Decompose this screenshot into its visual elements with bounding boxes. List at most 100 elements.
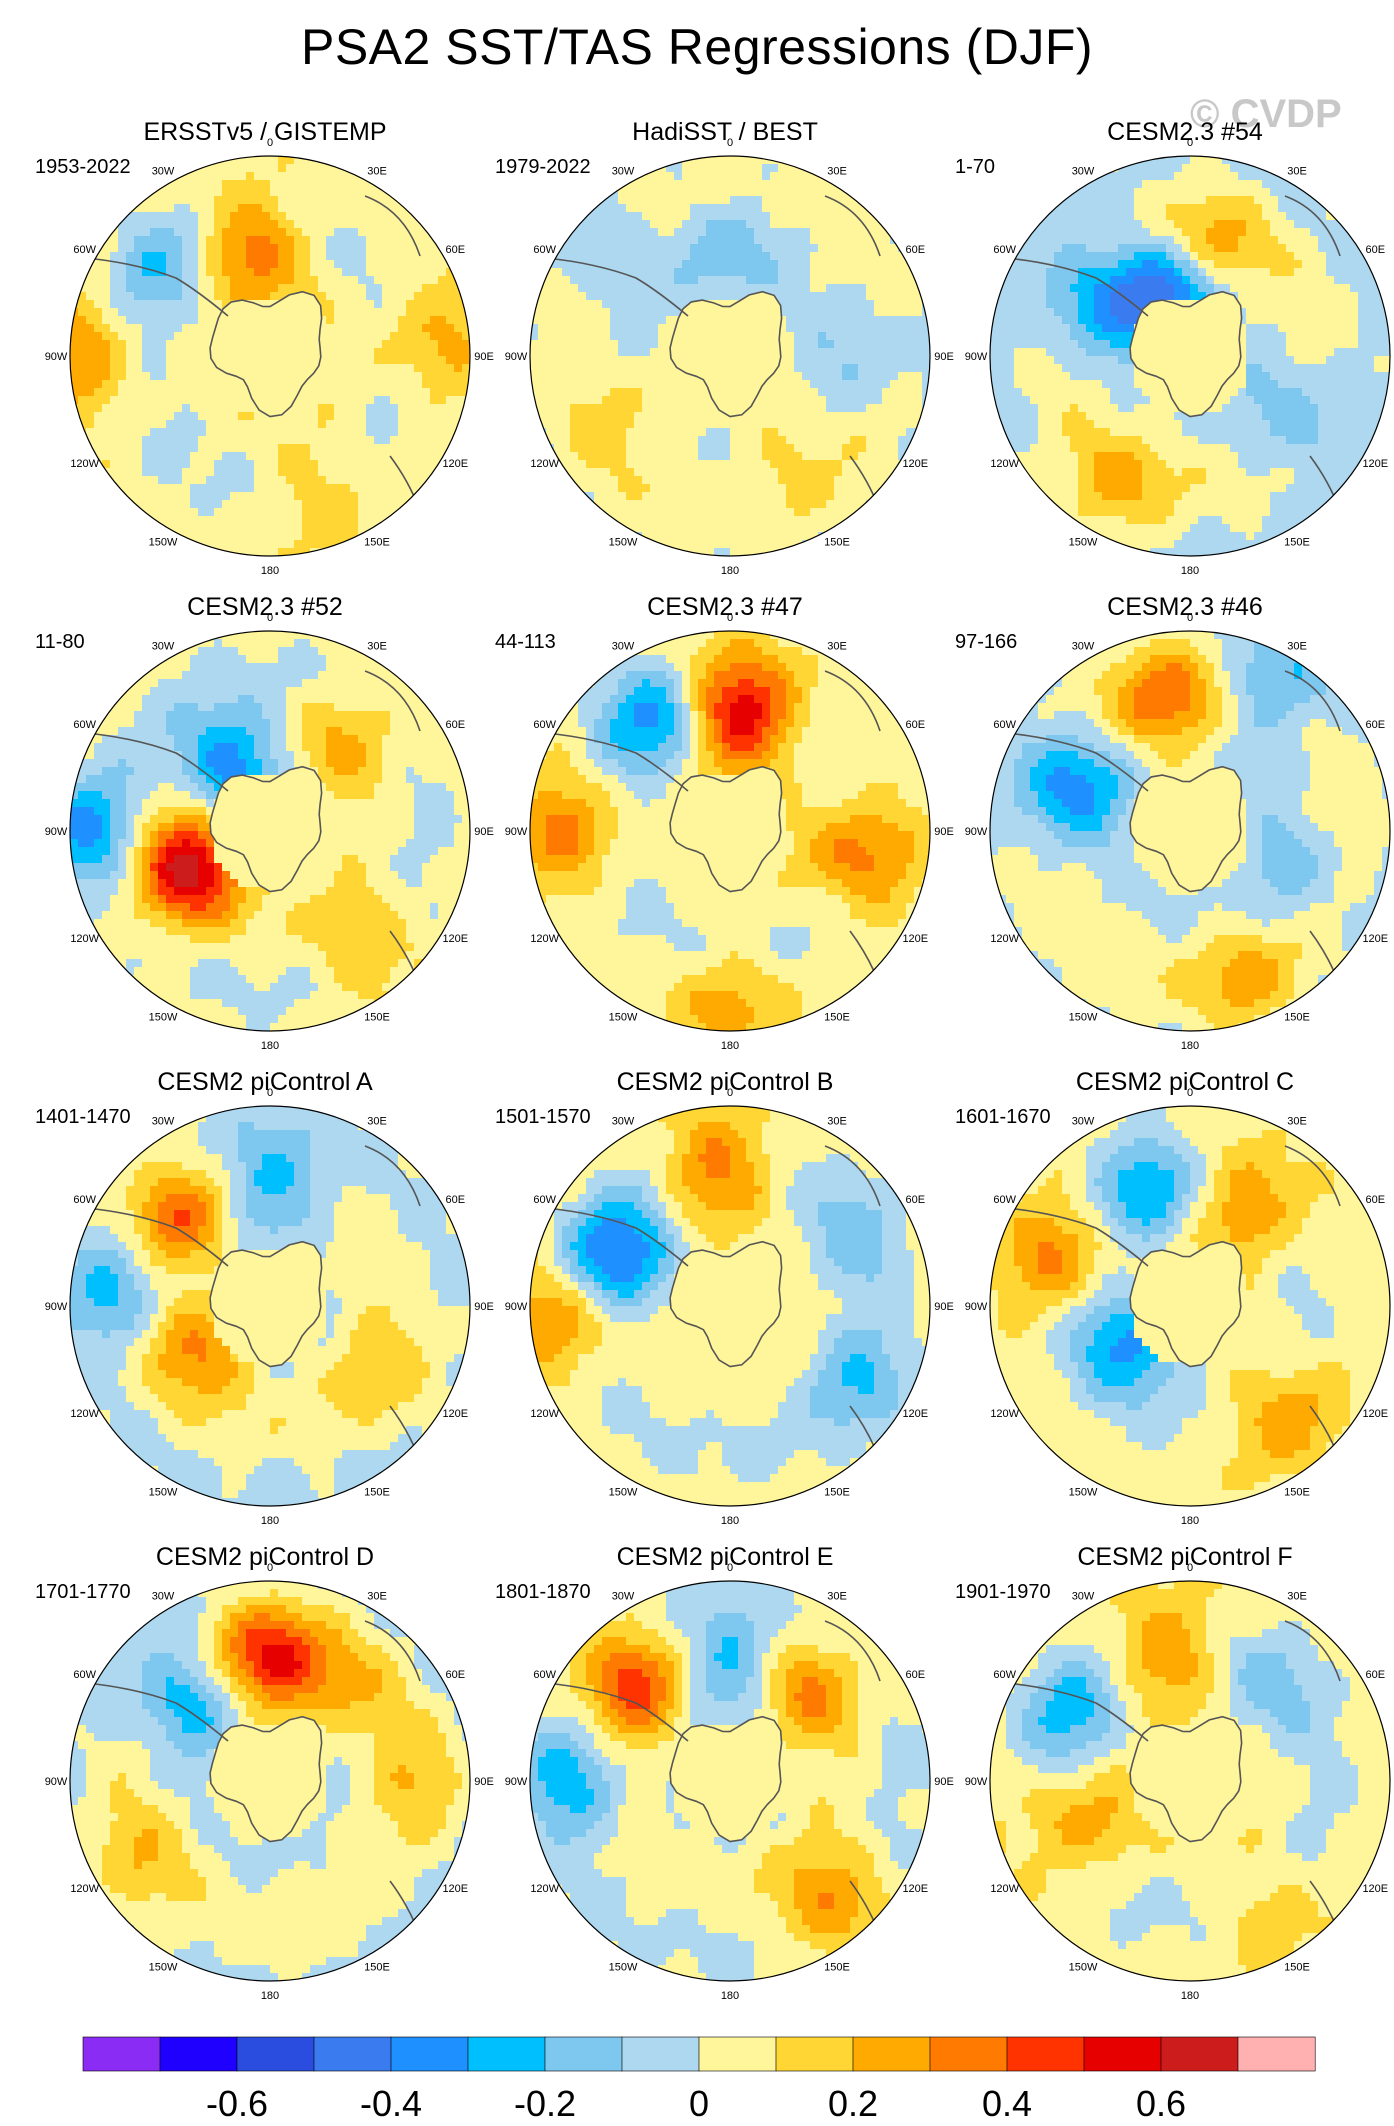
- antarctica-outline: [209, 1240, 323, 1368]
- africa-coast: [824, 670, 881, 732]
- panel-title: CESM2.3 #52: [35, 593, 495, 622]
- longitude-label: 150W: [1069, 1486, 1098, 1498]
- longitude-label: 150E: [1284, 1486, 1310, 1498]
- longitude-label: 60W: [533, 1194, 556, 1206]
- longitude-label: 120W: [530, 933, 559, 945]
- longitude-label: 150E: [364, 536, 390, 548]
- colorbar-swatch: [159, 2036, 238, 2072]
- longitude-label: 120E: [1362, 1883, 1388, 1895]
- longitude-label: 150E: [824, 1011, 850, 1023]
- panel-title: CESM2.3 #46: [955, 593, 1394, 622]
- longitude-label: 0: [1187, 612, 1193, 624]
- map-boundary: [529, 630, 931, 1032]
- longitude-label: 90E: [474, 1301, 494, 1313]
- map-boundary: [989, 1105, 1391, 1507]
- colorbar-tick-label: -0.6: [206, 2083, 268, 2124]
- panel-years: 1901-1970: [955, 1581, 1051, 1604]
- longitude-label: 30E: [367, 1116, 387, 1128]
- longitude-label: 180: [721, 1040, 739, 1052]
- longitude-label: 30W: [612, 1591, 635, 1603]
- longitude-label: 60E: [446, 1669, 466, 1681]
- longitude-label: 90E: [934, 1301, 954, 1313]
- longitude-label: 60E: [906, 719, 926, 731]
- colorbar-swatch: [1083, 2036, 1162, 2072]
- panel-years: 1401-1470: [35, 1106, 131, 1129]
- longitude-label: 180: [261, 565, 279, 577]
- antarctica-outline: [669, 1715, 783, 1843]
- regression-map-panel: 030E60E90E120E150E180150W120W90W60W30WCE…: [955, 593, 1394, 1069]
- longitude-label: 60W: [993, 719, 1016, 731]
- regression-field: [70, 156, 470, 556]
- africa-coast: [824, 1145, 881, 1207]
- south-america-coast: [1005, 732, 1149, 792]
- africa-coast: [1284, 1145, 1341, 1207]
- longitude-label: 120E: [902, 1408, 928, 1420]
- longitude-label: 120E: [1362, 933, 1388, 945]
- longitude-label: 150W: [1069, 536, 1098, 548]
- africa-coast: [364, 1145, 421, 1207]
- africa-coast: [824, 1620, 881, 1682]
- longitude-label: 120E: [442, 1883, 468, 1895]
- longitude-label: 120W: [70, 1408, 99, 1420]
- longitude-label: 120E: [442, 1408, 468, 1420]
- panel-years: 1701-1770: [35, 1581, 131, 1604]
- longitude-label: 60W: [533, 719, 556, 731]
- longitude-label: 30W: [1072, 1116, 1095, 1128]
- panel-years: 97-166: [955, 631, 1017, 654]
- colorbar-swatch: [82, 2036, 161, 2072]
- longitude-label: 30W: [152, 1116, 175, 1128]
- colorbar-swatch: [852, 2036, 931, 2072]
- map-boundary: [69, 155, 471, 557]
- longitude-label: 180: [1181, 1990, 1199, 2002]
- antarctica-outline: [209, 1715, 323, 1843]
- longitude-label: 150E: [824, 1486, 850, 1498]
- longitude-label: 120W: [70, 933, 99, 945]
- longitude-label: 180: [1181, 1040, 1199, 1052]
- colorbar-tick-label: -0.2: [514, 2083, 576, 2124]
- longitude-label: 60W: [993, 1669, 1016, 1681]
- panel-years: 1-70: [955, 156, 995, 179]
- panel-title: CESM2.3 #47: [495, 593, 955, 622]
- longitude-label: 0: [267, 137, 273, 149]
- colorbar-swatch: [1237, 2036, 1316, 2072]
- longitude-label: 0: [1187, 137, 1193, 149]
- colorbar-tick-label: -0.4: [360, 2083, 422, 2124]
- longitude-label: 60E: [1366, 1194, 1386, 1206]
- longitude-label: 150E: [364, 1961, 390, 1973]
- longitude-label: 0: [267, 1087, 273, 1099]
- longitude-label: 120W: [530, 1883, 559, 1895]
- longitude-label: 90E: [934, 826, 954, 838]
- longitude-label: 120W: [990, 458, 1019, 470]
- longitude-label: 150W: [149, 1961, 178, 1973]
- longitude-label: 120W: [990, 1408, 1019, 1420]
- south-america-coast: [85, 732, 229, 792]
- longitude-label: 180: [261, 1990, 279, 2002]
- longitude-label: 150W: [149, 1011, 178, 1023]
- antarctica-outline: [669, 290, 783, 418]
- longitude-label: 30W: [612, 1116, 635, 1128]
- south-america-coast: [1005, 1207, 1149, 1267]
- colorbar-swatch: [698, 2036, 777, 2072]
- longitude-label: 30E: [1287, 1116, 1307, 1128]
- longitude-label: 30E: [827, 641, 847, 653]
- longitude-label: 120W: [530, 1408, 559, 1420]
- africa-coast: [364, 670, 421, 732]
- longitude-label: 150W: [609, 1011, 638, 1023]
- africa-coast: [1284, 670, 1341, 732]
- regression-field: [530, 1581, 930, 1981]
- antarctica-outline: [1129, 1240, 1243, 1368]
- longitude-label: 90W: [45, 1776, 68, 1788]
- longitude-label: 30E: [827, 166, 847, 178]
- colorbar-swatch: [467, 2036, 546, 2072]
- longitude-label: 90E: [934, 1776, 954, 1788]
- longitude-label: 90W: [965, 1301, 988, 1313]
- longitude-label: 150W: [149, 536, 178, 548]
- colorbar-swatch: [390, 2036, 469, 2072]
